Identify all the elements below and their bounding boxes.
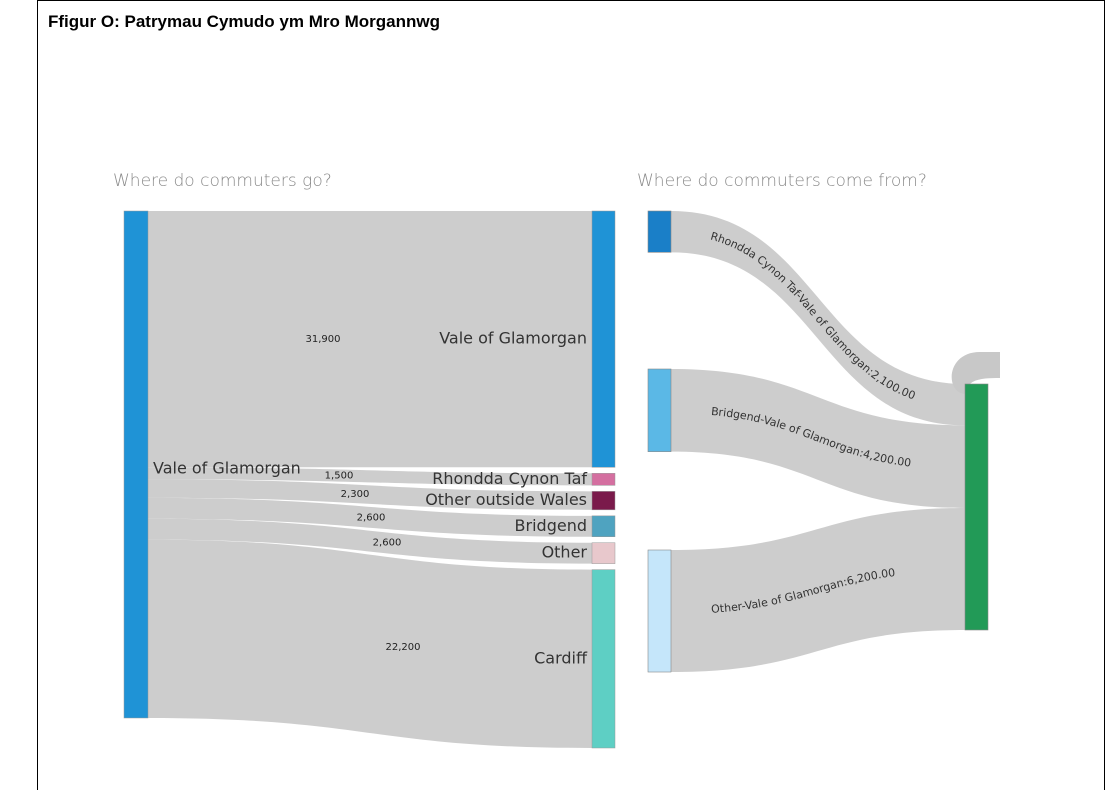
flow — [148, 518, 592, 564]
value-label: 1,500 — [325, 471, 354, 482]
flow — [671, 507, 965, 673]
target-label: Vale of Glamorgan — [439, 329, 587, 348]
target-label: Other — [542, 543, 588, 562]
source-node — [647, 210, 672, 253]
target-node — [591, 210, 616, 468]
self-loop — [951, 352, 1000, 408]
flow — [671, 211, 965, 426]
target-label: Bridgend — [515, 516, 587, 535]
value-label: 22,200 — [386, 642, 421, 653]
flow — [148, 479, 592, 510]
source-node — [647, 549, 672, 673]
target-node — [964, 383, 989, 631]
target-node — [591, 515, 616, 537]
flow — [148, 211, 592, 468]
value-label: 31,900 — [306, 334, 341, 345]
flow — [148, 497, 592, 537]
target-node — [591, 542, 616, 564]
target-label: Rhondda Cynon Taf — [432, 469, 587, 488]
value-label: 2,600 — [373, 538, 402, 549]
flow — [148, 467, 592, 486]
target-label: Other outside Wales — [425, 490, 587, 509]
chart-title: Where do commuters go? — [113, 171, 332, 191]
frame — [37, 0, 1105, 790]
target-label: Cardiff — [534, 648, 588, 667]
target-node — [591, 569, 616, 749]
flow — [671, 369, 965, 508]
target-node — [591, 473, 616, 486]
source-label: Vale of Glamorgan — [153, 459, 301, 478]
value-label: 2,300 — [341, 489, 370, 500]
target-node — [591, 491, 616, 511]
figure-title: Ffigur O: Patrymau Cymudo ym Mro Morgann… — [48, 12, 440, 31]
value-label: 2,600 — [357, 512, 386, 523]
source-node — [123, 210, 149, 719]
source-node — [647, 368, 672, 452]
flow — [148, 539, 592, 748]
chart-title: Where do commuters come from? — [637, 171, 927, 191]
